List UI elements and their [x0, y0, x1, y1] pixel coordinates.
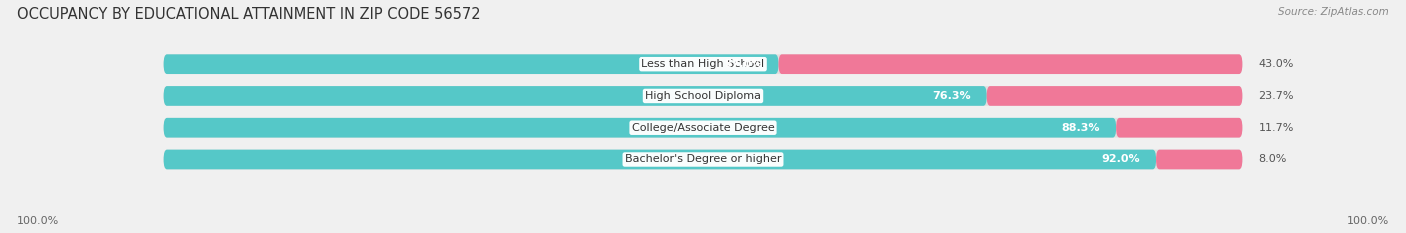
FancyBboxPatch shape [779, 54, 1243, 74]
FancyBboxPatch shape [163, 150, 1243, 169]
Text: 23.7%: 23.7% [1258, 91, 1294, 101]
FancyBboxPatch shape [163, 118, 1116, 137]
Text: 57.0%: 57.0% [724, 59, 762, 69]
Text: Source: ZipAtlas.com: Source: ZipAtlas.com [1278, 7, 1389, 17]
FancyBboxPatch shape [163, 54, 779, 74]
Text: OCCUPANCY BY EDUCATIONAL ATTAINMENT IN ZIP CODE 56572: OCCUPANCY BY EDUCATIONAL ATTAINMENT IN Z… [17, 7, 481, 22]
Text: 76.3%: 76.3% [932, 91, 970, 101]
Text: 100.0%: 100.0% [17, 216, 59, 226]
Text: 8.0%: 8.0% [1258, 154, 1286, 164]
FancyBboxPatch shape [163, 54, 1243, 74]
Text: 88.3%: 88.3% [1062, 123, 1099, 133]
FancyBboxPatch shape [163, 150, 1156, 169]
Text: 11.7%: 11.7% [1258, 123, 1294, 133]
FancyBboxPatch shape [1116, 118, 1243, 137]
Text: 92.0%: 92.0% [1101, 154, 1140, 164]
Text: Bachelor's Degree or higher: Bachelor's Degree or higher [624, 154, 782, 164]
Text: 43.0%: 43.0% [1258, 59, 1294, 69]
FancyBboxPatch shape [163, 118, 1243, 137]
FancyBboxPatch shape [163, 86, 1243, 106]
FancyBboxPatch shape [1156, 150, 1243, 169]
FancyBboxPatch shape [987, 86, 1243, 106]
Text: Less than High School: Less than High School [641, 59, 765, 69]
Text: High School Diploma: High School Diploma [645, 91, 761, 101]
Text: College/Associate Degree: College/Associate Degree [631, 123, 775, 133]
Text: 100.0%: 100.0% [1347, 216, 1389, 226]
FancyBboxPatch shape [163, 86, 987, 106]
